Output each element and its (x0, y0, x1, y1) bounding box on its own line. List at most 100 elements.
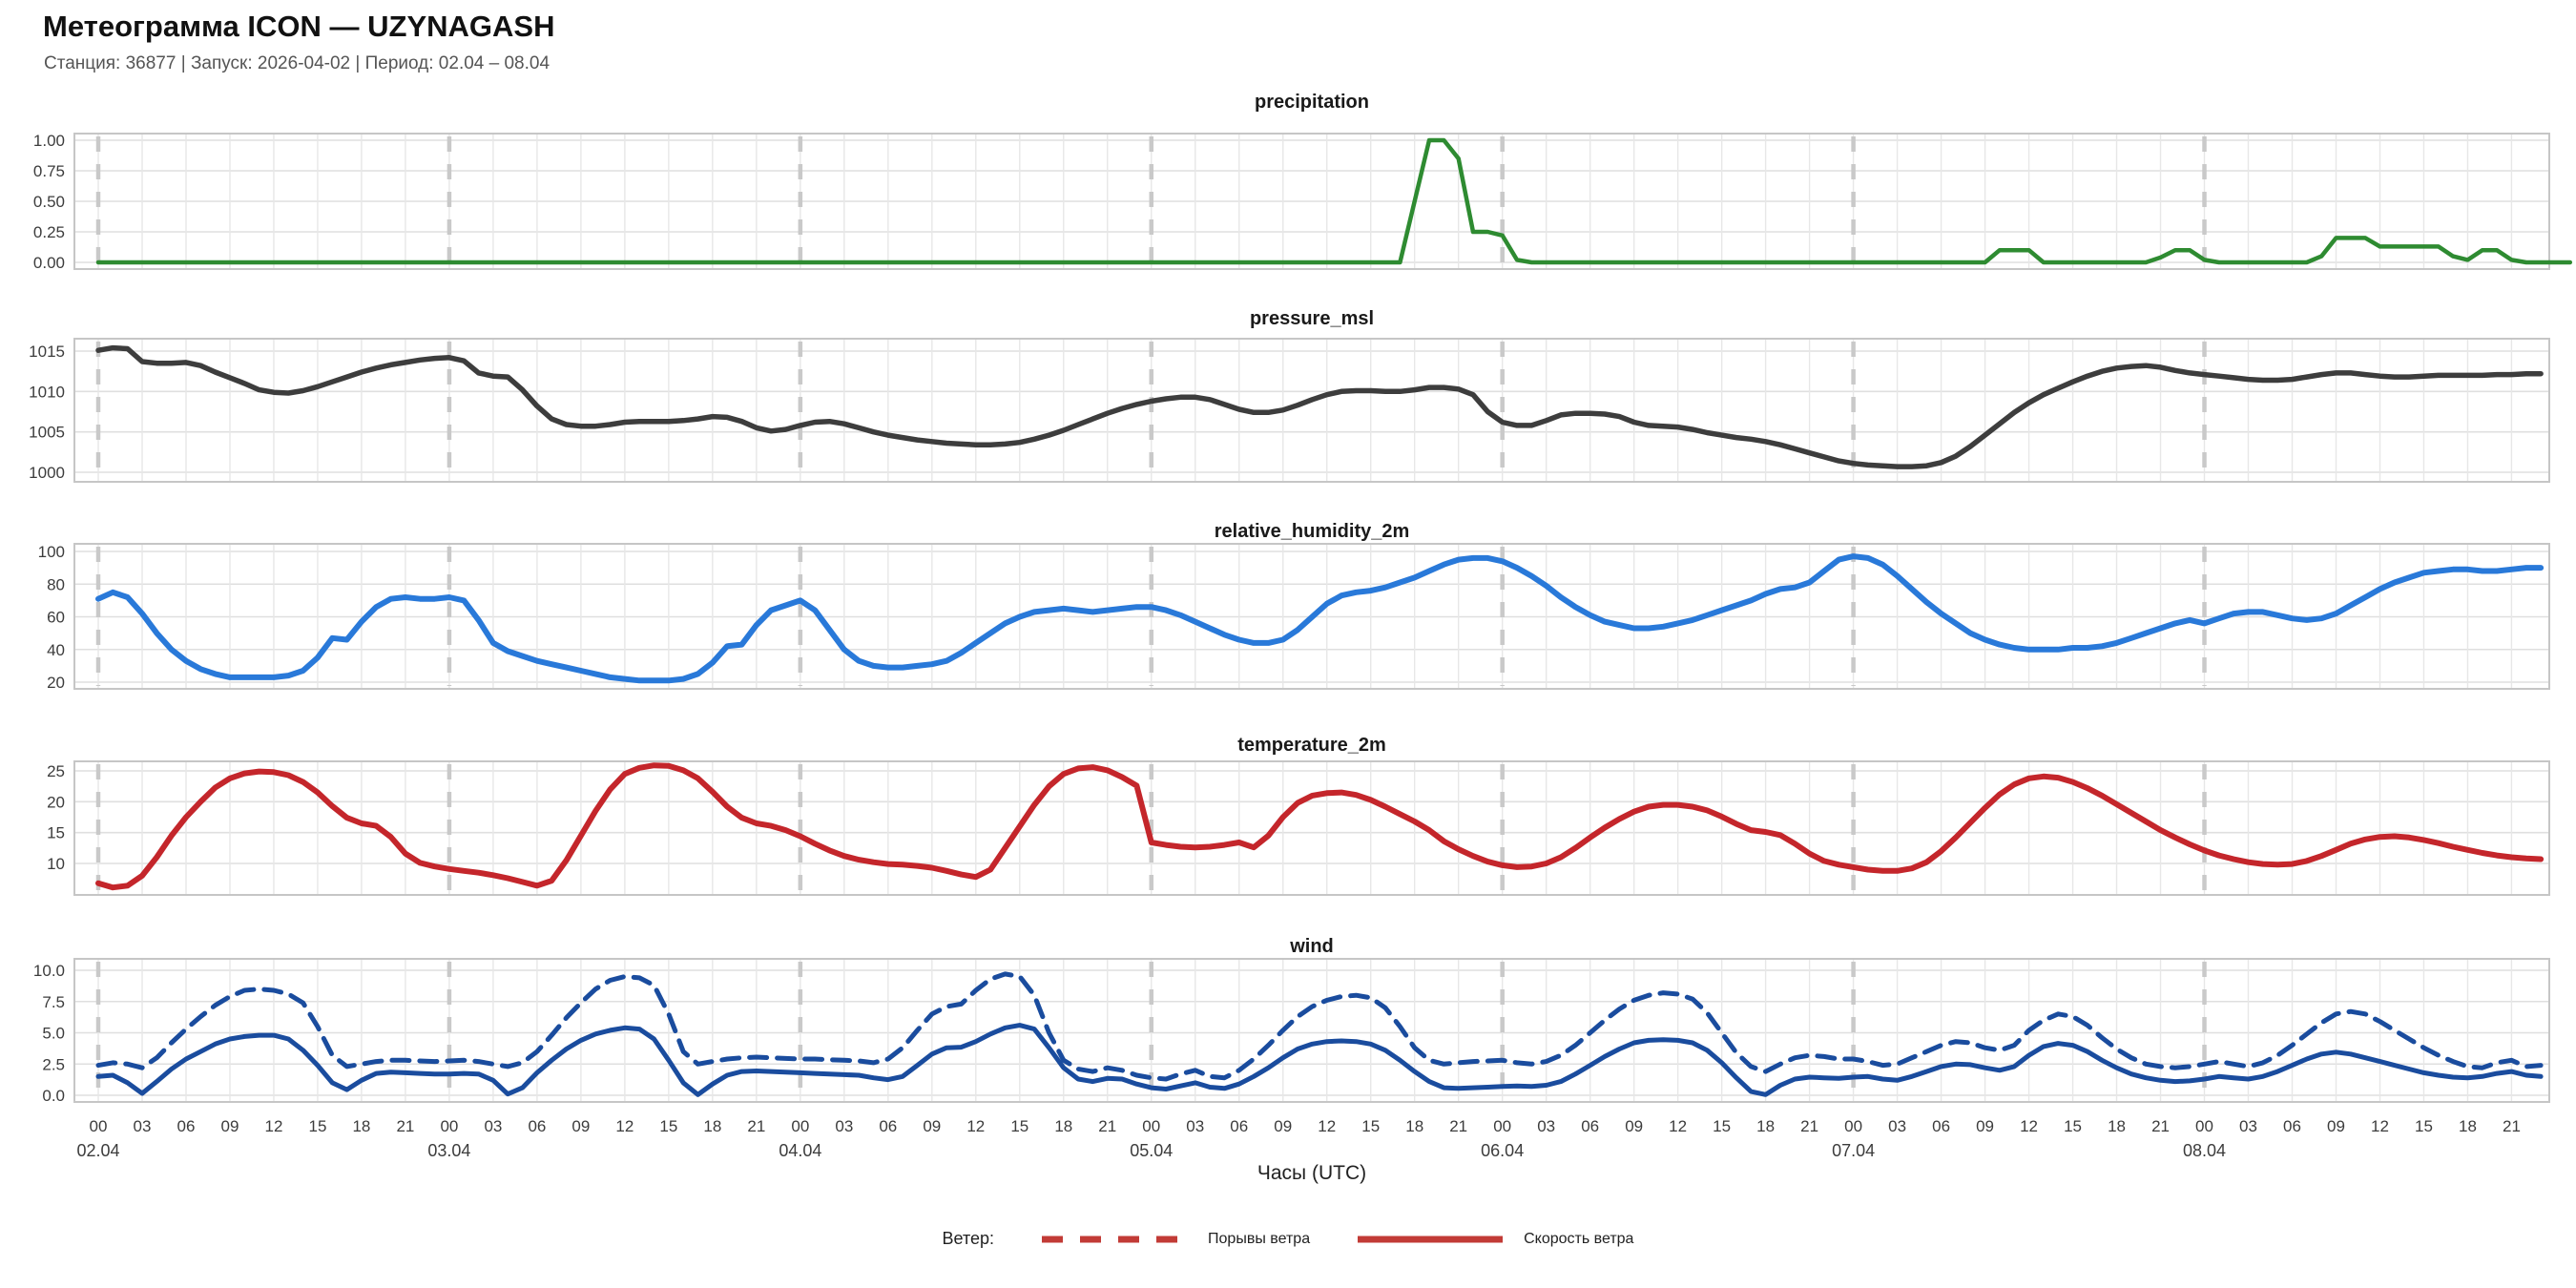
x-axis: 00 03 06 09 12 15 18 21 02.04 00 03 06 09 12 15 18 21 03.… (76, 1117, 2520, 1160)
x-tick-label: 00 (791, 1117, 809, 1135)
x-tick-label: 03 (1888, 1117, 1906, 1135)
x-tick-label: 18 (1405, 1117, 1423, 1135)
y-tick-label: 10.0 (33, 962, 65, 980)
x-tick-label: 15 (2064, 1117, 2082, 1135)
panel-title-pressure: pressure_msl (1249, 308, 1375, 329)
x-tick-label: 21 (1098, 1117, 1116, 1135)
y-tick-label: 1000 (29, 464, 65, 482)
x-tick-label: 09 (923, 1117, 941, 1135)
x-date-label: 06.04 (1481, 1141, 1524, 1160)
y-tick-label: 2.5 (42, 1055, 65, 1073)
x-tick-label: 06 (528, 1117, 546, 1135)
x-tick-label: 06 (1581, 1117, 1599, 1135)
panel-border (73, 958, 2550, 1103)
x-tick-label: 12 (1318, 1117, 1336, 1135)
y-tick-label: 0.00 (33, 254, 65, 272)
x-tick-label: 18 (352, 1117, 370, 1135)
legend-label: Ветер: (942, 1229, 995, 1248)
y-tick-label: 100 (38, 543, 65, 561)
x-tick-label: 21 (2151, 1117, 2170, 1135)
panel-border (73, 543, 2550, 690)
y-tick-label: 1.00 (33, 132, 65, 150)
y-tick-label: 25 (47, 762, 65, 780)
series-relative_humidity_2m (95, 553, 2545, 684)
series-precipitation (95, 137, 2573, 265)
x-tick-label: 15 (2415, 1117, 2433, 1135)
y-tick-label: 5.0 (42, 1025, 65, 1043)
x-tick-label: 21 (1449, 1117, 1467, 1135)
x-tick-label: 18 (703, 1117, 721, 1135)
panel-pressure_msl: 1000 1005 1010 1015 (29, 338, 2550, 483)
legend-item-speed: Скорость ветра (1354, 1231, 1633, 1248)
x-tick-label: 21 (2503, 1117, 2521, 1135)
y-tick-label: 0.75 (33, 162, 65, 180)
x-tick-label: 12 (264, 1117, 282, 1135)
x-tick-label: 03 (835, 1117, 853, 1135)
y-tick-label: 20 (47, 674, 65, 692)
x-date-label: 03.04 (427, 1141, 470, 1160)
y-tick-label: 20 (47, 793, 65, 811)
x-tick-label: 12 (2371, 1117, 2389, 1135)
x-tick-label: 15 (308, 1117, 326, 1135)
panel-precipitation: 0.00 0.25 0.50 0.75 1.00 (33, 132, 2573, 272)
x-date-label: 05.04 (1130, 1141, 1173, 1160)
y-tick-label: 7.5 (42, 993, 65, 1011)
x-tick-label: 21 (747, 1117, 765, 1135)
panel-title-humidity: relative_humidity_2m (1214, 521, 1410, 542)
page-subtitle: Станция: 36877 | Запуск: 2026-04-02 | Пе… (44, 53, 551, 73)
panel-border (73, 760, 2550, 896)
x-tick-label: 06 (1932, 1117, 1950, 1135)
x-tick-label: 12 (615, 1117, 634, 1135)
page-title: Метеограмма ICON — UZYNAGASH (43, 10, 555, 43)
y-tick-label: 60 (47, 609, 65, 627)
y-tick-label: 0.50 (33, 193, 65, 211)
dashed-line-icon (1042, 1236, 1188, 1242)
x-tick-label: 00 (1142, 1117, 1160, 1135)
y-tick-label: 0.25 (33, 223, 65, 241)
legend-gusts-label: Порывы ветра (1208, 1230, 1311, 1247)
x-tick-label: 18 (1756, 1117, 1775, 1135)
x-axis-label: Часы (UTC) (1257, 1162, 1367, 1184)
panel-wind: 0.0 2.5 5.0 7.5 10.0 (33, 958, 2550, 1105)
x-tick-label: 06 (879, 1117, 897, 1135)
series-pressure_msl (95, 344, 2544, 469)
x-date-label: 02.04 (76, 1141, 119, 1160)
x-tick-label: 09 (1976, 1117, 1994, 1135)
x-tick-label: 06 (2283, 1117, 2301, 1135)
y-tick-label: 15 (47, 824, 65, 842)
x-tick-label: 00 (2195, 1117, 2213, 1135)
panel-temperature_2m: 10 15 20 25 (47, 760, 2550, 896)
x-tick-label: 09 (221, 1117, 239, 1135)
x-tick-label: 03 (134, 1117, 152, 1135)
series-Порывы ветра (95, 971, 2544, 1082)
panel-title-precipitation: precipitation (1254, 92, 1369, 113)
solid-line-icon (1358, 1236, 1504, 1242)
x-tick-label: 12 (966, 1117, 985, 1135)
x-tick-label: 15 (659, 1117, 677, 1135)
series-temperature_2m (95, 762, 2545, 891)
panel-border (73, 133, 2550, 270)
x-tick-label: 15 (1010, 1117, 1028, 1135)
panel-relative_humidity_2m: 20 40 60 80 100 (38, 543, 2550, 692)
y-tick-label: 80 (47, 575, 65, 593)
y-tick-label: 1010 (29, 383, 65, 401)
x-tick-label: 18 (2108, 1117, 2126, 1135)
x-tick-label: 03 (1537, 1117, 1555, 1135)
x-tick-label: 00 (1493, 1117, 1511, 1135)
panel-border (73, 338, 2550, 483)
wind-legend: Ветер: Порывы ветра Скорость ветра (0, 1229, 2576, 1249)
x-tick-label: 12 (2020, 1117, 2038, 1135)
x-date-label: 08.04 (2183, 1141, 2226, 1160)
y-tick-label: 1005 (29, 424, 65, 442)
panel-title-temperature: temperature_2m (1237, 735, 1386, 756)
y-tick-label: 1015 (29, 343, 65, 361)
y-tick-label: 0.0 (42, 1087, 65, 1105)
y-tick-label: 40 (47, 641, 65, 659)
x-tick-label: 18 (2459, 1117, 2477, 1135)
x-tick-label: 03 (1186, 1117, 1204, 1135)
legend-speed-label: Скорость ветра (1524, 1230, 1634, 1247)
x-tick-label: 09 (1625, 1117, 1643, 1135)
x-tick-label: 21 (396, 1117, 414, 1135)
x-tick-label: 00 (90, 1117, 108, 1135)
